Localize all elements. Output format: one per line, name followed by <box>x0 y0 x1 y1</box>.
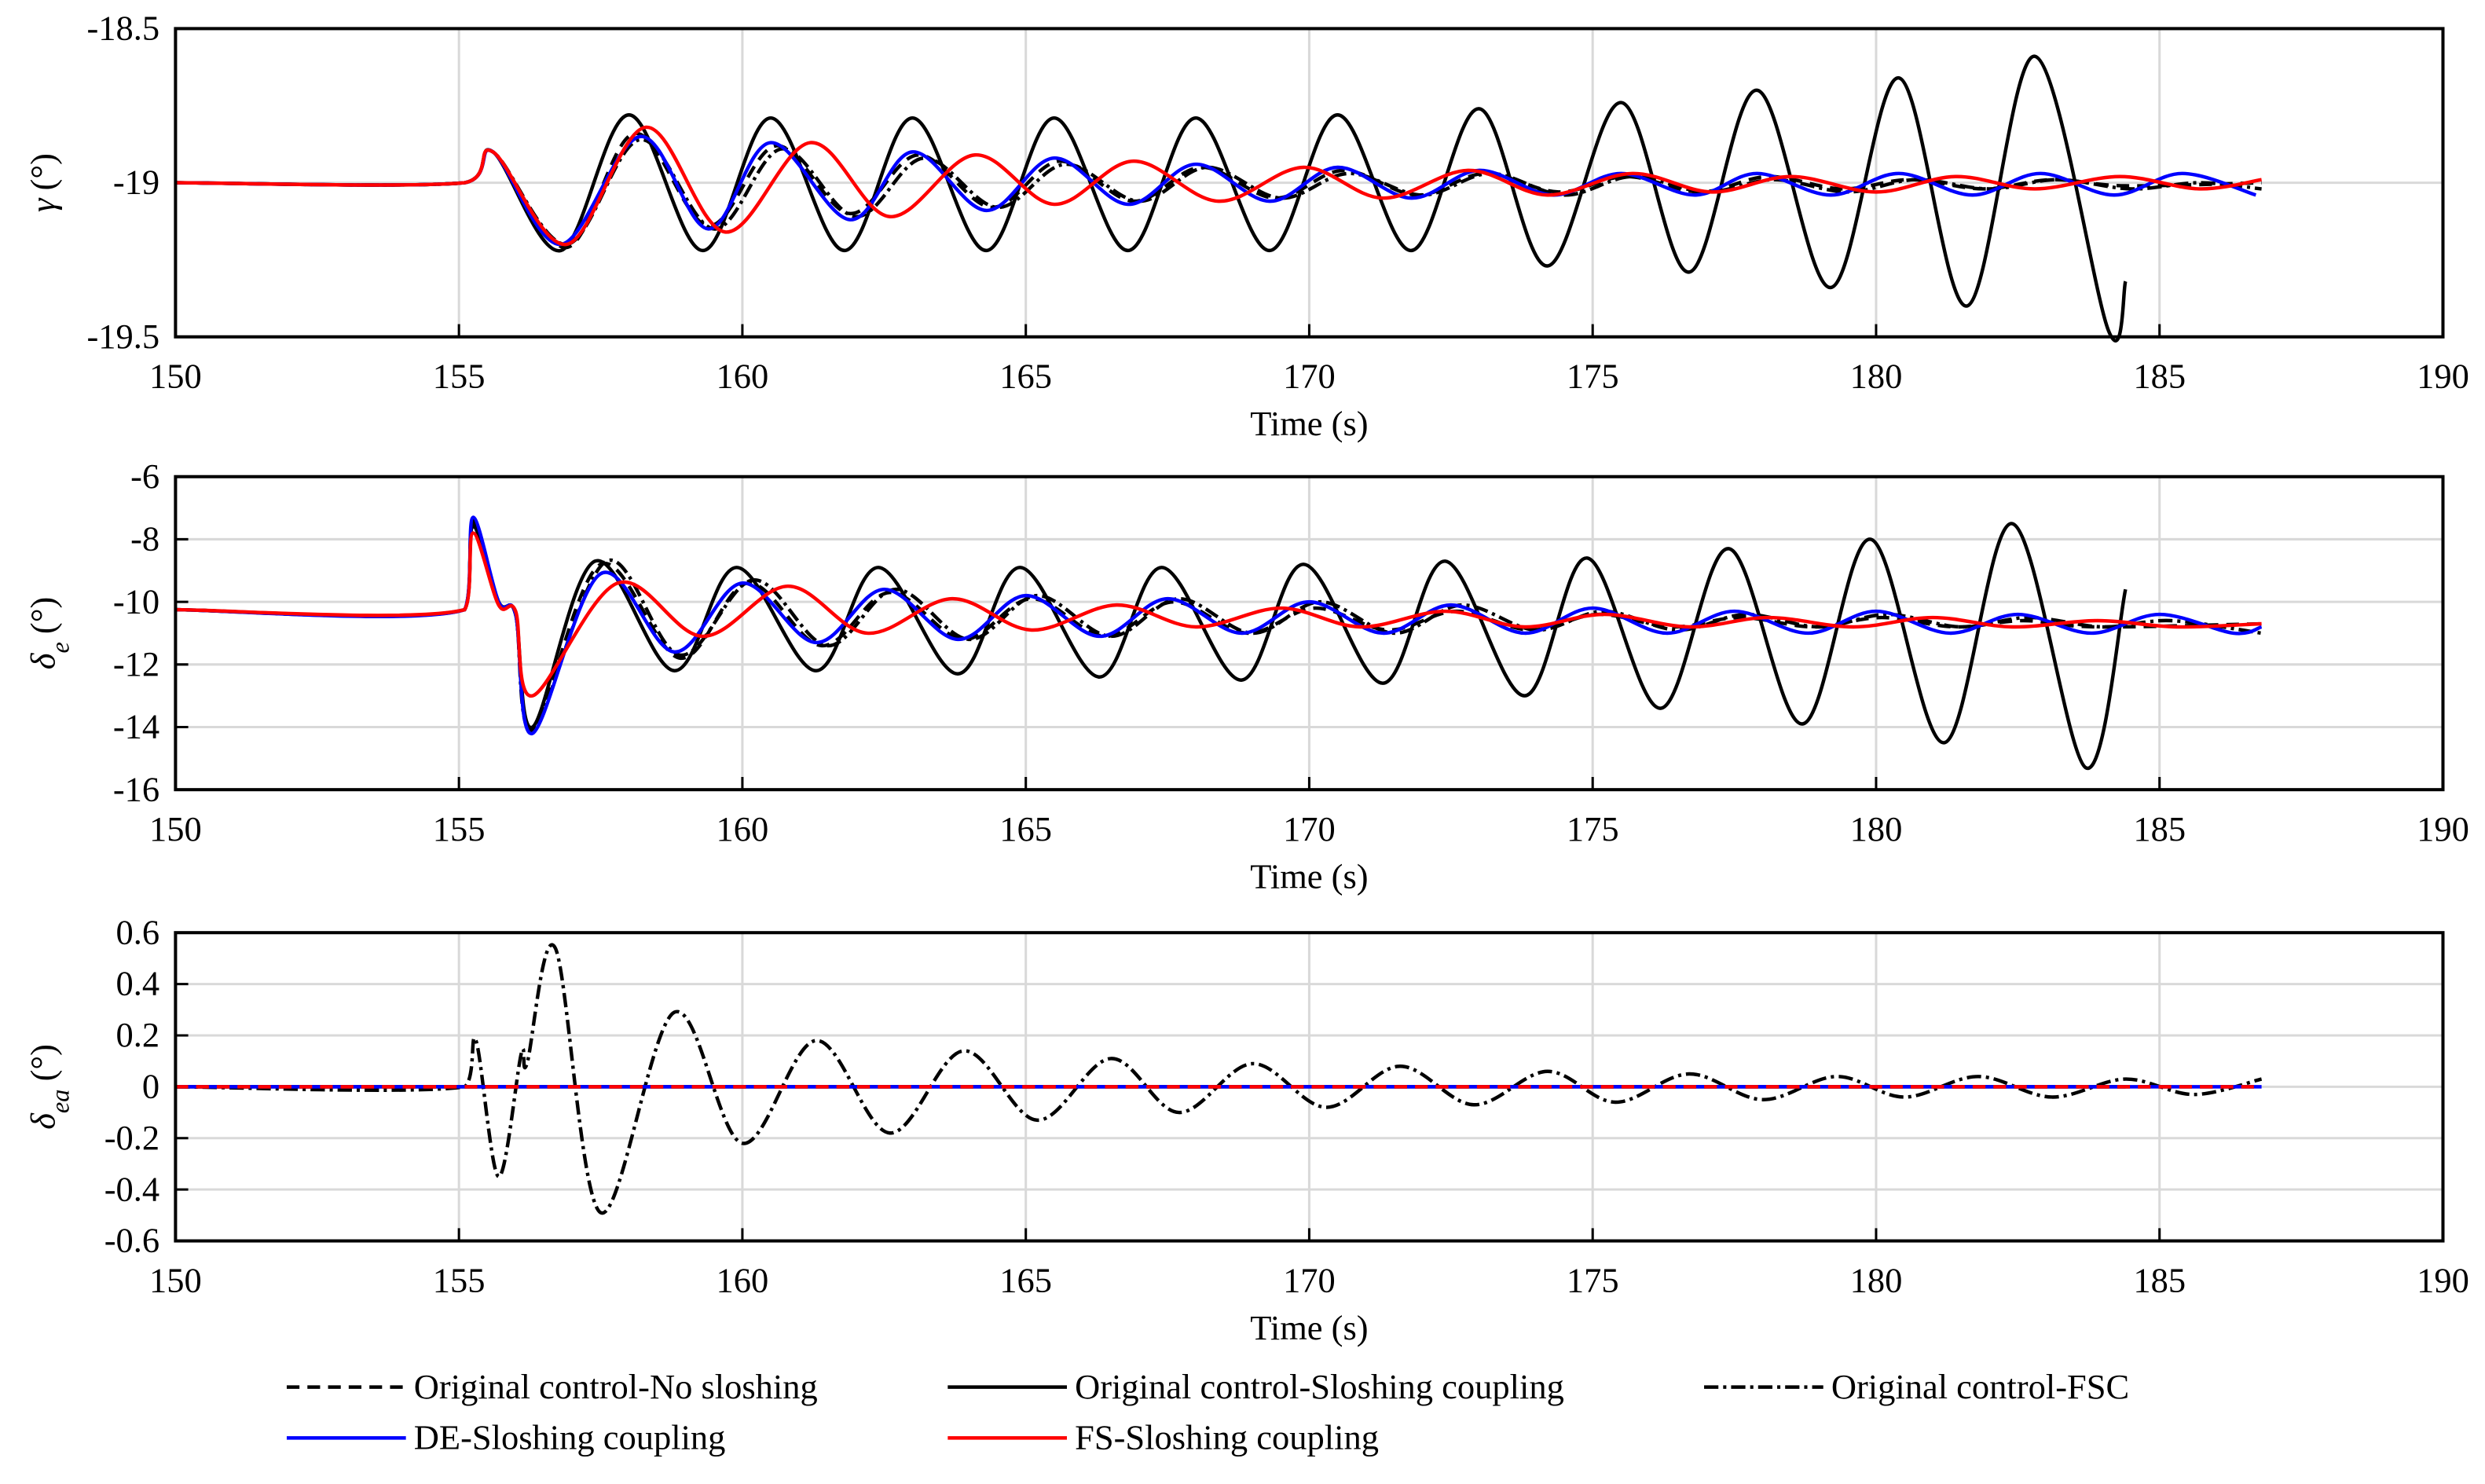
x-tick-label: 160 <box>717 809 769 848</box>
plot-frame <box>174 27 2445 339</box>
subplot: 150 155 160 165 170 175 180 185 190 -16 -14 -12 -10 -… <box>24 456 2469 896</box>
y-tick-label: 0.6 <box>116 912 160 951</box>
x-tick-label: 185 <box>2133 809 2186 848</box>
series-line <box>175 137 2262 247</box>
x-tick-label: 150 <box>149 809 202 848</box>
x-tick-label: 185 <box>2133 1260 2186 1299</box>
x-tick-label: 170 <box>1283 1260 1336 1299</box>
series-line <box>175 522 2128 770</box>
y-label-symbol: δ <box>24 652 63 669</box>
plot-frame <box>174 475 2445 792</box>
x-tick-label: 175 <box>1567 809 1619 848</box>
x-tick-label: 155 <box>433 1260 486 1299</box>
plot-frame <box>174 931 2445 1243</box>
x-tick-label: 185 <box>2133 356 2186 395</box>
y-axis-label: δe (°) <box>24 597 75 670</box>
y-tick-label: 0.2 <box>116 1015 160 1054</box>
legend: Original control-No sloshing Original con… <box>286 1367 2129 1457</box>
y-tick-label: 0 <box>142 1067 159 1106</box>
x-tick-label: 170 <box>1283 809 1336 848</box>
x-tick-label: 150 <box>149 1260 202 1299</box>
x-tick-label: 190 <box>2417 356 2469 395</box>
y-tick-label: -19 <box>113 163 159 202</box>
y-tick-label: -19.5 <box>87 317 160 356</box>
series-line <box>175 54 2128 343</box>
y-tick-label: -8 <box>130 519 159 559</box>
x-tick-label: 165 <box>999 809 1052 848</box>
y-tick-label: -18.5 <box>87 9 160 48</box>
x-tick-label: 190 <box>2417 809 2469 848</box>
y-axis-label: δea (°) <box>24 1044 75 1130</box>
x-tick-label: 160 <box>717 1260 769 1299</box>
x-tick-label: 160 <box>717 356 769 395</box>
x-tick-label: 155 <box>433 356 486 395</box>
x-tick-label: 175 <box>1567 356 1619 395</box>
x-tick-label: 155 <box>433 809 486 848</box>
y-tick-label: -14 <box>113 707 159 746</box>
series-line <box>175 943 2263 1215</box>
y-tick-label: -16 <box>113 769 159 808</box>
series-line <box>175 531 2262 698</box>
y-tick-label: -0.2 <box>104 1118 159 1157</box>
x-tick-label: 170 <box>1283 356 1336 395</box>
x-tick-label: 190 <box>2417 1260 2469 1299</box>
x-tick-label: 175 <box>1567 1260 1619 1299</box>
legend-label: Original control-No sloshing <box>414 1367 818 1406</box>
y-axis-label: γ (°) <box>24 153 63 212</box>
y-tick-label: 0.4 <box>116 964 160 1003</box>
subplot: 150 155 160 165 170 175 180 185 190 -19.5 -19 -18.5… <box>24 9 2469 444</box>
subplot: 150 155 160 165 170 175 180 185 190 -0.6 -0.4 -0.2 0… <box>24 912 2469 1347</box>
x-axis-label: Time (s) <box>1250 1308 1368 1347</box>
x-axis-label: Time (s) <box>1250 404 1368 443</box>
y-tick-label: -0.6 <box>104 1221 159 1260</box>
x-axis-label: Time (s) <box>1250 857 1368 896</box>
x-tick-label: 165 <box>999 1260 1052 1299</box>
y-label-unit: (°) <box>24 1044 63 1081</box>
legend-label: DE-Sloshing coupling <box>414 1418 726 1457</box>
x-tick-label: 150 <box>149 356 202 395</box>
legend-label: FS-Sloshing coupling <box>1075 1418 1379 1457</box>
series-line <box>175 125 2262 247</box>
y-label-unit: (°) <box>24 597 63 634</box>
y-tick-label: -0.4 <box>104 1169 159 1208</box>
y-label-symbol: δ <box>24 1112 63 1130</box>
x-tick-label: 180 <box>1850 809 1903 848</box>
y-tick-label: -10 <box>113 581 159 621</box>
y-label-subscript: ea <box>46 1090 75 1114</box>
y-label-unit: (°) <box>24 153 63 190</box>
y-tick-label: -6 <box>130 456 159 496</box>
legend-label: Original control-FSC <box>1831 1367 2129 1406</box>
y-label-subscript: e <box>46 642 75 653</box>
x-tick-label: 180 <box>1850 1260 1903 1299</box>
y-tick-label: -12 <box>113 644 159 683</box>
series-line <box>175 518 2262 733</box>
x-tick-label: 165 <box>999 356 1052 395</box>
series-line <box>175 134 2257 247</box>
x-tick-label: 180 <box>1850 356 1903 395</box>
legend-label: Original control-Sloshing coupling <box>1075 1367 1564 1406</box>
y-label-symbol: γ <box>24 197 63 212</box>
